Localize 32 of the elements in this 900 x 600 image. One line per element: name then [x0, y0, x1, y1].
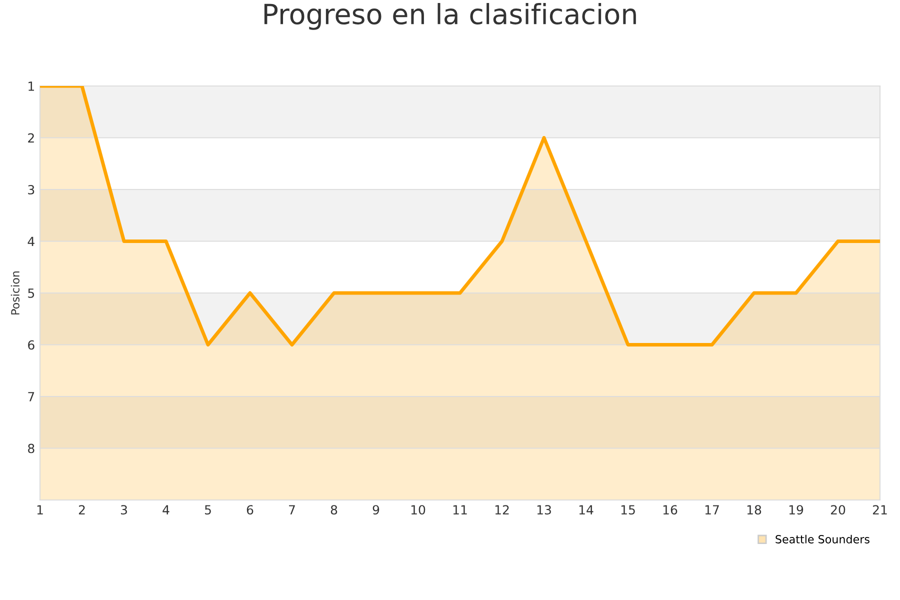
- y-tick-label: 4: [28, 236, 34, 246]
- y-tick-label: 1: [28, 82, 34, 91]
- y-tick-label: 8: [28, 444, 34, 454]
- x-tick-label: 11: [453, 505, 467, 514]
- x-tick-label: 17: [705, 505, 719, 514]
- x-tick-label: 15: [621, 505, 635, 515]
- y-tick-label: 5: [28, 288, 34, 298]
- x-tick-label: 5: [204, 505, 211, 515]
- x-tick-label: 8: [330, 505, 338, 515]
- x-tick-label: 16: [663, 505, 678, 515]
- chart-title: Progreso en la clasificacion: [264, 3, 636, 30]
- x-tick-label: 12: [495, 505, 509, 514]
- x-tick-label: 19: [789, 505, 804, 515]
- x-tick-label: 9: [372, 505, 380, 515]
- x-tick-label: 13: [537, 505, 551, 515]
- x-tick-label: 4: [162, 505, 170, 514]
- x-tick-label: 7: [289, 505, 295, 514]
- y-axis-title: Posicion: [10, 271, 20, 314]
- legend-label: Seattle Sounders: [776, 534, 870, 544]
- y-tick-label: 7: [28, 392, 34, 402]
- x-tick-label: 1: [37, 505, 43, 514]
- x-tick-label: 21: [872, 505, 887, 514]
- x-tick-label: 3: [120, 505, 127, 515]
- x-tick-label: 14: [579, 505, 594, 514]
- y-tick-label: 6: [28, 340, 34, 350]
- y-tick-label: 2: [28, 133, 34, 142]
- x-tick-label: 10: [411, 505, 426, 515]
- x-tick-label: 18: [747, 505, 762, 515]
- y-tick-label: 3: [28, 184, 34, 194]
- x-tick-label: 6: [246, 505, 254, 515]
- x-tick-label: 2: [78, 505, 85, 514]
- x-tick-label: 20: [830, 505, 846, 515]
